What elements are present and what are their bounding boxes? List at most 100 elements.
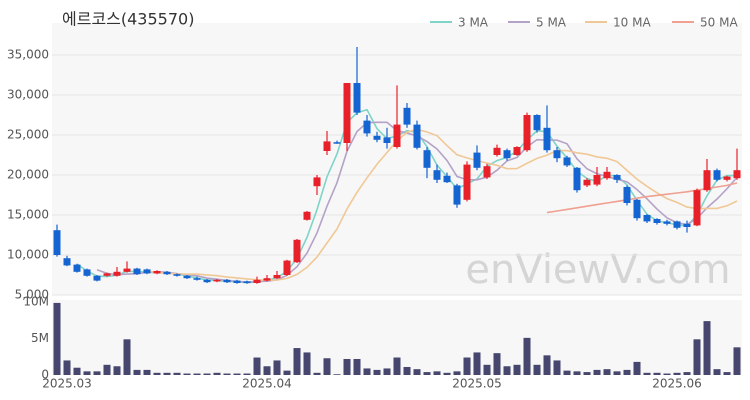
- candle-body: [563, 157, 571, 166]
- volume-bar: [443, 372, 451, 375]
- volume-bar: [513, 364, 521, 375]
- legend-label: 3 MA: [458, 16, 489, 30]
- candle-body: [383, 137, 391, 143]
- volume-bar: [483, 364, 491, 375]
- volume-bar: [423, 372, 431, 375]
- volume-bar: [153, 372, 161, 375]
- volume-bar: [233, 373, 241, 375]
- candle-body: [713, 170, 721, 180]
- candle-body: [363, 120, 371, 134]
- candle-body: [343, 83, 351, 143]
- volume-bar: [683, 372, 691, 375]
- volume-bar: [253, 357, 261, 375]
- candle-body: [283, 260, 291, 275]
- volume-bar: [623, 369, 631, 375]
- volume-bar: [323, 358, 331, 375]
- volume-bar: [543, 355, 551, 375]
- volume-bar: [123, 339, 131, 375]
- candle-body: [403, 107, 411, 125]
- x-tick-label: 2025.03: [42, 377, 92, 391]
- volume-bar: [263, 366, 271, 375]
- candle-body: [493, 147, 501, 155]
- candle-body: [433, 170, 441, 180]
- candle-body: [653, 219, 661, 223]
- volume-bar: [333, 374, 341, 375]
- volume-bar: [473, 352, 481, 375]
- volume-bar: [143, 369, 151, 375]
- candle-body: [63, 258, 71, 266]
- volume-bar: [413, 369, 421, 375]
- candle-body: [263, 278, 271, 281]
- volume-bar: [53, 302, 61, 375]
- ma-line: [146, 128, 738, 282]
- volume-bar: [293, 348, 301, 375]
- volume-bar: [113, 366, 121, 375]
- candle-body: [683, 223, 691, 227]
- volume-bar: [453, 371, 461, 375]
- volume-bar: [463, 357, 471, 375]
- legend-label: 5 MA: [536, 16, 567, 30]
- volume-bar: [203, 373, 211, 375]
- volume-bar: [173, 372, 181, 375]
- candle-body: [93, 275, 101, 281]
- volume-bar: [63, 360, 71, 375]
- y-tick-label: 10M: [23, 295, 49, 309]
- volume-bar: [583, 372, 591, 375]
- volume-bar: [703, 321, 711, 375]
- candle-body: [573, 167, 581, 191]
- candle-body: [593, 175, 601, 185]
- y-tick-label: 20,000: [7, 168, 49, 182]
- volume-bar: [163, 372, 171, 375]
- candle-body: [273, 275, 281, 279]
- volume-bar: [723, 372, 731, 375]
- volume-bar: [393, 357, 401, 375]
- volume-bar: [93, 371, 101, 375]
- volume-bar: [553, 360, 561, 375]
- candle-body: [183, 275, 191, 279]
- candle-body: [643, 215, 651, 222]
- candle-body: [603, 171, 611, 179]
- candle-body: [173, 274, 181, 276]
- volume-bar: [573, 371, 581, 375]
- chart-title: 에르코스(435570): [62, 10, 194, 29]
- candle-body: [153, 271, 161, 274]
- volume-bar: [283, 370, 291, 375]
- candle-body: [353, 83, 361, 113]
- volume-bar: [533, 364, 541, 375]
- candle-body: [613, 175, 621, 180]
- volume-bar: [673, 372, 681, 375]
- volume-bar: [593, 369, 601, 375]
- volume-bar: [493, 353, 501, 375]
- volume-bar: [83, 371, 91, 375]
- x-tick-label: 2025.04: [242, 377, 292, 391]
- volume-bar: [213, 372, 221, 375]
- x-tick-label: 2025.06: [652, 377, 702, 391]
- volume-bar: [563, 370, 571, 375]
- volume-bar: [133, 369, 141, 375]
- volume-bar: [353, 358, 361, 375]
- volume-bar: [643, 372, 651, 375]
- y-tick-label: 0: [41, 368, 49, 382]
- candle-body: [313, 177, 321, 187]
- candle-body: [253, 279, 261, 283]
- volume-bar: [663, 373, 671, 375]
- volume-bar: [713, 369, 721, 375]
- volume-bar: [303, 352, 311, 375]
- candle-body: [323, 141, 331, 151]
- candle-body: [693, 190, 701, 226]
- price-panel: [52, 23, 742, 295]
- y-tick-label: 15,000: [7, 208, 49, 222]
- candle-body: [213, 279, 221, 282]
- volume-bar: [383, 368, 391, 375]
- candle-body: [543, 127, 551, 151]
- volume-bar: [243, 373, 251, 375]
- volume-bar: [433, 371, 441, 375]
- candle-body: [393, 124, 401, 147]
- volume-bar: [193, 373, 201, 375]
- candle-body: [233, 280, 241, 283]
- candle-body: [123, 268, 131, 272]
- candle-body: [293, 239, 301, 263]
- y-tick-label: 25,000: [7, 128, 49, 142]
- candle-body: [423, 150, 431, 168]
